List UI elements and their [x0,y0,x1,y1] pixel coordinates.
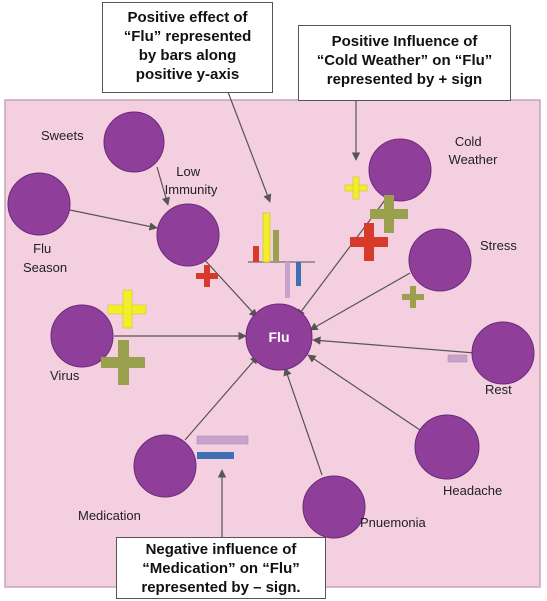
plus-sign-icon [101,340,145,385]
node-stress [408,228,472,292]
node-sweets [103,111,165,173]
low-immunity-label: Low Immunity [165,164,218,197]
edge-sweets-low-immunity [156,166,170,206]
callout-medication-line-1: Negative influence of [145,541,297,558]
callout-cold-weather-line-1: Positive Influence of [331,33,478,50]
minus-sign-icon [196,435,249,445]
callout-bars: Positive effect of “Flu” represented by … [102,2,273,93]
minus-sign-icon [197,452,234,459]
edge-pnuemonia-flu [283,367,323,476]
node-flu-season [7,172,71,236]
callout-medication: Negative influence of “Medication” on “F… [116,537,326,599]
flu-season-label: Flu Season [23,241,67,275]
sweets-label: Sweets [41,128,84,143]
rest-label: Rest [485,382,512,397]
flu-label: Flu [269,329,290,345]
nodes [7,111,535,539]
edge-flu-season-low-immunity [69,209,158,231]
mini-bar-chart-icon [248,212,315,298]
pointer-bars [227,91,272,203]
edges [69,166,476,476]
callout-medication-line-2: “Medication” on “Flu” [142,560,300,577]
pnuemonia-label: Pnuemonia [360,515,427,530]
callout-medication-line-3: represented by – sign. [141,579,301,596]
stress-label: Stress [480,238,517,253]
mini-bar-lavender [285,262,290,298]
plus-signs [101,176,424,385]
cold-weather-label: Cold Weather [449,134,499,167]
node-medication [133,434,197,498]
plus-sign-icon [370,195,408,233]
callout-bars-line-4: positive y-axis [135,66,240,83]
mini-bar-red [253,246,259,262]
callout-bars-line-3: by bars along [138,47,237,64]
medication-label: Medication [78,508,141,523]
callout-pointers [217,91,361,540]
callout-bars-line-1: Positive effect of [127,9,248,26]
callout-cold-weather-line-3: represented by + sign [326,71,483,88]
edge-low-immunity-flu [201,256,258,318]
node-cold-weather [368,138,432,202]
plus-sign-icon [350,223,388,261]
mini-bar-blue [296,262,301,286]
headache-label: Headache [443,483,502,498]
callout-cold-weather: Positive Influence of “Cold Weather” on … [298,25,511,101]
mini-bar-yellow [262,212,271,263]
edge-medication-flu [184,355,259,441]
edge-stress-flu [309,272,411,331]
node-pnuemonia [302,475,366,539]
plus-sign-icon [344,176,368,200]
node-headache [414,414,480,480]
edge-rest-flu [312,336,476,354]
mini-bar-olive [273,230,279,262]
plus-sign-icon [107,289,147,329]
virus-label: Virus [50,368,80,383]
minus-signs [196,354,468,459]
plus-sign-icon [196,265,218,287]
node-virus [50,304,114,368]
node-low-immunity [156,203,220,267]
minus-sign-icon [447,354,468,363]
edge-headache-flu [307,354,421,431]
edge-cold-weather-flu [296,199,386,318]
callout-cold-weather-line-2: “Cold Weather” on “Flu” [316,52,493,69]
node-rest [471,321,535,385]
plus-sign-icon [402,286,424,308]
node-flu [245,303,313,371]
callout-bars-line-2: “Flu” represented [123,28,252,45]
